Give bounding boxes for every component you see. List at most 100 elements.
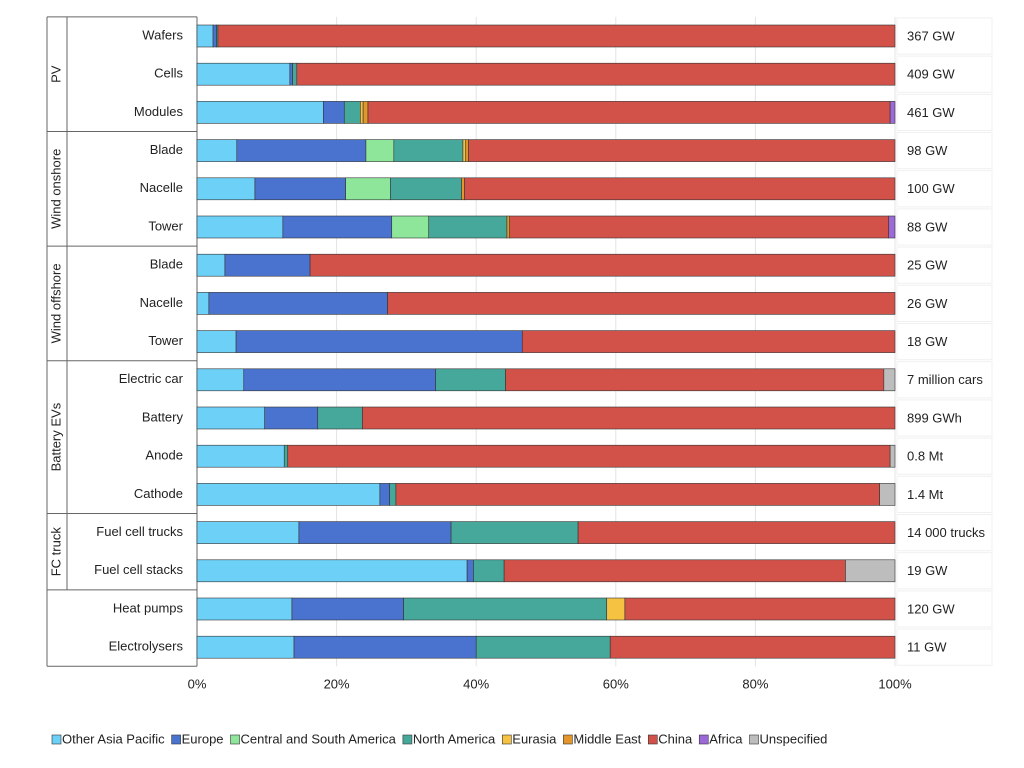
group-label: PV: [48, 65, 63, 83]
total-label: 98 GW: [907, 143, 948, 158]
bar-segment: [196, 24, 214, 48]
bar-segment: [888, 215, 896, 239]
bar-segment: [217, 24, 896, 48]
bar-segment: [879, 483, 896, 506]
bar-segment: [468, 139, 896, 162]
legend-label: Other Asia Pacific: [62, 731, 165, 746]
bar-segment: [464, 177, 896, 201]
bar-segment: [889, 101, 896, 124]
total-cell: [896, 361, 993, 399]
total-cell: [896, 437, 993, 475]
category-label: Wafers: [142, 27, 183, 42]
bar-segment: [367, 101, 891, 124]
legend-swatch: [749, 734, 759, 745]
total-cell: [896, 17, 993, 55]
group-label: Battery EVs: [48, 402, 63, 471]
x-tick-label: 80%: [742, 677, 768, 692]
total-cell: [896, 170, 993, 208]
total-cell: [896, 208, 993, 246]
bar-segment: [196, 62, 291, 86]
total-cell: [896, 590, 993, 628]
total-label: 367 GW: [907, 28, 955, 43]
legend-label: Africa: [709, 731, 743, 746]
total-label: 26 GW: [907, 296, 948, 311]
bar-segment: [196, 635, 295, 659]
bar-segment: [236, 139, 367, 162]
total-cell: [896, 246, 993, 284]
group-label: FC truck: [48, 527, 63, 577]
total-cell: [896, 475, 993, 513]
bar-segment: [473, 559, 505, 583]
x-tick-label: 0%: [188, 677, 207, 692]
bar-segment: [450, 521, 579, 544]
category-label: Electric car: [119, 371, 184, 386]
legend: Other Asia Pacific Europe Central and Sout…: [51, 731, 827, 746]
bar-segment: [393, 139, 464, 162]
total-label: 120 GW: [907, 601, 955, 616]
total-cell: [896, 93, 993, 132]
bar-segment: [435, 368, 506, 392]
bar-segment: [845, 559, 896, 583]
bar-segment: [428, 215, 508, 239]
bar-segment: [387, 292, 896, 315]
bar-segment: [293, 635, 477, 659]
bar-segment: [609, 635, 896, 659]
category-label: Fuel cell trucks: [96, 524, 183, 539]
total-label: 1.4 Mt: [907, 487, 944, 502]
bar-segment: [390, 177, 462, 201]
total-cell: [896, 628, 993, 666]
total-label: 7 million cars: [907, 372, 983, 387]
bar-segment: [291, 597, 404, 621]
bar-segment: [282, 215, 393, 239]
total-label: 11 GW: [907, 640, 947, 655]
bar-segment: [521, 330, 896, 353]
bar-segment: [506, 215, 511, 239]
bar-segment: [317, 406, 363, 430]
group-label: Wind offshore: [48, 263, 63, 343]
bar-segment: [196, 330, 237, 353]
bar-segment: [403, 597, 608, 621]
bar-segment: [362, 101, 369, 124]
group-label: Wind onshore: [48, 149, 63, 229]
legend-label: Central and South America: [241, 731, 397, 746]
bar-segment: [505, 368, 885, 392]
bar-segment: [296, 62, 896, 86]
category-label: Nacelle: [140, 180, 183, 195]
bar-segment: [309, 253, 896, 277]
total-label: 0.8 Mt: [907, 449, 944, 464]
legend-swatch: [698, 734, 709, 745]
bar-segment: [365, 139, 395, 162]
legend-label: Europe: [182, 731, 224, 746]
bar-segment: [577, 521, 896, 544]
category-label: Cells: [154, 66, 183, 81]
bar-segment: [509, 215, 890, 239]
bar-segment: [606, 597, 626, 621]
bar-segment: [343, 101, 361, 124]
x-tick-label: 40%: [463, 677, 489, 692]
bar-segment: [298, 521, 452, 544]
total-label: 461 GW: [907, 105, 955, 120]
bar-segment: [283, 444, 289, 468]
bar-segment: [196, 597, 293, 621]
legend-swatch: [402, 734, 413, 745]
x-tick-label: 20%: [324, 677, 350, 692]
legend-label: China: [658, 731, 693, 746]
bar-segment: [196, 101, 324, 124]
total-cell: [896, 514, 993, 552]
category-label: Fuel cell stacks: [94, 562, 183, 577]
category-label: Modules: [134, 104, 184, 119]
legend-label: Eurasia: [512, 731, 557, 746]
category-label: Blade: [150, 257, 183, 272]
total-label: 88 GW: [907, 219, 948, 234]
legend-swatch: [230, 734, 240, 745]
total-cell: [896, 132, 993, 170]
bar-segment: [362, 406, 896, 430]
legend-swatch: [501, 734, 512, 745]
bar-segment: [389, 483, 397, 506]
total-label: 899 GWh: [907, 410, 962, 425]
total-label: 14 000 trucks: [907, 525, 986, 540]
bar-segment: [883, 368, 896, 392]
bar-segment: [196, 177, 256, 201]
total-cell: [896, 284, 993, 322]
